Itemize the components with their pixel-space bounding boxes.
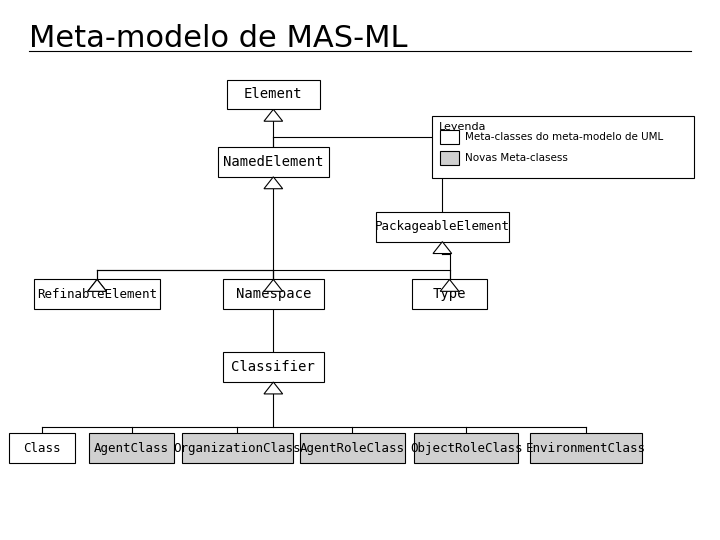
- FancyBboxPatch shape: [414, 433, 518, 463]
- Text: AgentClass: AgentClass: [94, 442, 169, 455]
- Text: Meta-modelo de MAS-ML: Meta-modelo de MAS-ML: [29, 24, 408, 53]
- FancyBboxPatch shape: [89, 433, 174, 463]
- Polygon shape: [433, 241, 451, 254]
- Text: Type: Type: [433, 287, 467, 301]
- FancyBboxPatch shape: [223, 353, 324, 382]
- FancyBboxPatch shape: [217, 147, 329, 177]
- Text: NamedElement: NamedElement: [223, 155, 323, 169]
- Polygon shape: [440, 280, 459, 292]
- FancyBboxPatch shape: [531, 433, 642, 463]
- Text: Namespace: Namespace: [235, 287, 311, 301]
- Polygon shape: [264, 280, 283, 292]
- FancyBboxPatch shape: [412, 280, 487, 309]
- Text: Classifier: Classifier: [231, 360, 315, 374]
- Polygon shape: [88, 280, 107, 292]
- FancyBboxPatch shape: [431, 116, 694, 178]
- Text: Novas Meta-clasess: Novas Meta-clasess: [464, 153, 567, 163]
- FancyBboxPatch shape: [440, 130, 459, 144]
- FancyBboxPatch shape: [440, 151, 459, 165]
- Text: ObjectRoleClass: ObjectRoleClass: [410, 442, 522, 455]
- Text: AgentRoleClass: AgentRoleClass: [300, 442, 405, 455]
- FancyBboxPatch shape: [300, 433, 405, 463]
- Text: Element: Element: [244, 87, 302, 102]
- FancyBboxPatch shape: [376, 212, 509, 241]
- FancyBboxPatch shape: [181, 433, 293, 463]
- Text: EnvironmentClass: EnvironmentClass: [526, 442, 647, 455]
- FancyBboxPatch shape: [227, 79, 320, 109]
- Polygon shape: [264, 177, 283, 189]
- Text: Leyenda: Leyenda: [438, 122, 486, 132]
- FancyBboxPatch shape: [9, 433, 75, 463]
- Text: Class: Class: [23, 442, 60, 455]
- Text: OrganizationClass: OrganizationClass: [174, 442, 301, 455]
- Polygon shape: [264, 109, 283, 122]
- Text: PackageableElement: PackageableElement: [375, 220, 510, 233]
- FancyBboxPatch shape: [223, 280, 324, 309]
- Polygon shape: [88, 280, 107, 292]
- Text: Meta-classes do meta-modelo de UML: Meta-classes do meta-modelo de UML: [464, 132, 663, 141]
- FancyBboxPatch shape: [34, 280, 160, 309]
- Text: RefinableElement: RefinableElement: [37, 288, 157, 301]
- Polygon shape: [264, 382, 283, 394]
